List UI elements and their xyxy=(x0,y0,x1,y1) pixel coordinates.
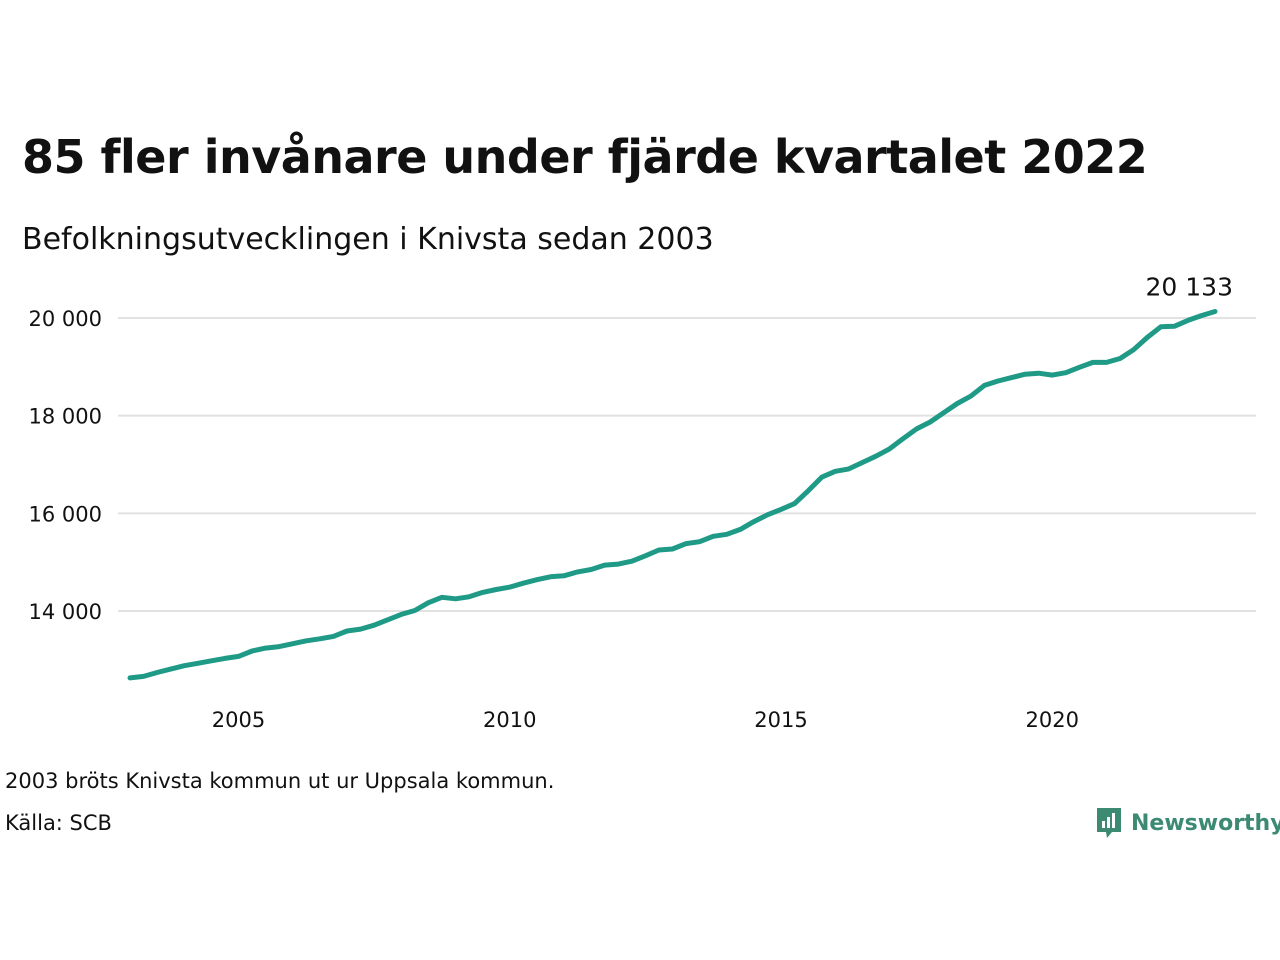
y-tick-label: 20 000 xyxy=(29,307,102,331)
brand-logo: Newsworthy xyxy=(1095,806,1280,840)
y-tick-label: 18 000 xyxy=(29,405,102,429)
x-tick-label: 2005 xyxy=(212,708,265,732)
chart-title: 85 fler invånare under fjärde kvartalet … xyxy=(22,130,1148,184)
newsworthy-logo-icon xyxy=(1097,808,1121,838)
y-tick-label: 16 000 xyxy=(29,502,102,526)
brand-name: Newsworthy xyxy=(1131,810,1280,836)
series-line xyxy=(127,309,1218,681)
x-tick-label: 2010 xyxy=(483,708,536,732)
x-tick-label: 2015 xyxy=(754,708,807,732)
footnote: 2003 bröts Knivsta kommun ut ur Uppsala … xyxy=(5,769,555,793)
source-note: Källa: SCB xyxy=(5,811,112,835)
y-tick-label: 14 000 xyxy=(29,600,102,624)
x-tick-label: 2020 xyxy=(1026,708,1079,732)
line-chart: 14 000 16 000 18 000 20 000 2005 2010 2015 2020… xyxy=(29,273,1256,732)
end-value-label: 20 133 xyxy=(1146,273,1233,302)
chart-subtitle: Befolkningsutvecklingen i Knivsta sedan … xyxy=(22,222,714,257)
